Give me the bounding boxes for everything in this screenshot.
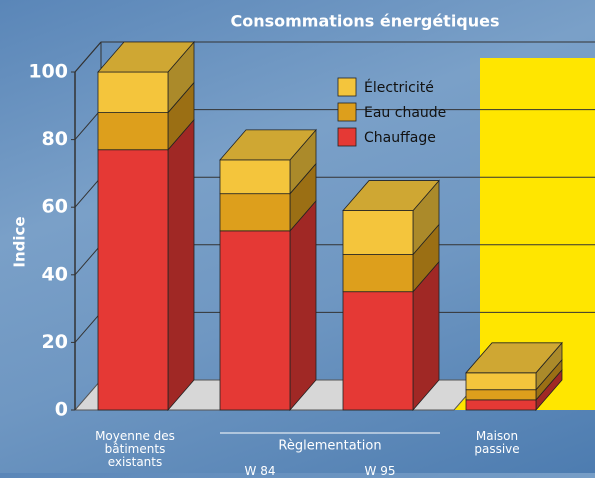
y-tick-label: 100 — [28, 61, 68, 83]
bar-segment — [343, 211, 413, 255]
bar-side — [290, 201, 316, 410]
bar-segment — [98, 113, 168, 150]
bar-segment — [220, 194, 290, 231]
y-tick-label: 60 — [42, 196, 68, 218]
legend-swatch — [338, 128, 356, 146]
legend-label: Électricité — [364, 79, 434, 96]
bar-segment — [220, 231, 290, 410]
page: {"chart_data":{"type":"bar3d_stacked","t… — [0, 0, 595, 473]
bar-segment — [466, 373, 536, 390]
grid-line — [75, 110, 101, 140]
bar-side — [168, 120, 194, 410]
grid-line — [75, 312, 101, 342]
legend-label: Chauffage — [364, 130, 436, 146]
chart-title: Consommations énergétiques — [230, 12, 499, 31]
legend-swatch — [338, 78, 356, 96]
bar-segment — [466, 390, 536, 400]
y-tick-label: 40 — [42, 263, 68, 285]
bar-segment — [98, 72, 168, 113]
group-label: Règlementation — [278, 439, 381, 454]
bar-segment — [220, 160, 290, 194]
legend-swatch — [338, 103, 356, 121]
category-label: W 95 — [350, 465, 410, 478]
category-label: Maison passive — [462, 430, 532, 456]
bar-segment — [98, 150, 168, 410]
grid-line — [75, 177, 101, 207]
bar-segment — [343, 255, 413, 292]
y-axis-label: Indice — [11, 216, 29, 267]
y-tick-label: 0 — [55, 399, 68, 421]
grid-line — [75, 245, 101, 275]
chart: Consommations énergétiques Indice 0 20 40 6… — [0, 0, 595, 473]
category-label: W 84 — [230, 465, 290, 478]
bar-segment — [466, 400, 536, 410]
y-tick-label: 80 — [42, 128, 68, 150]
bar-segment — [343, 292, 413, 410]
grid-line — [75, 42, 101, 72]
legend-label: Eau chaude — [364, 105, 446, 121]
y-tick-label: 20 — [42, 331, 68, 353]
category-label: Moyenne des bâtiments existants — [80, 430, 190, 469]
